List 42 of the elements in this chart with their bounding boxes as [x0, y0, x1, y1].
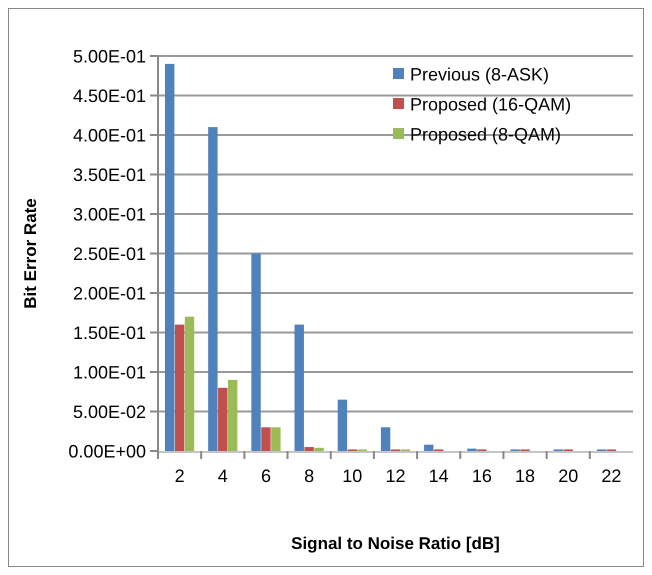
bar	[261, 427, 271, 451]
x-tick-label: 14	[428, 466, 449, 486]
y-tick-label: 2.00E-01	[72, 283, 146, 304]
y-tick-label: 4.00E-01	[72, 125, 146, 146]
y-tick-label: 3.50E-01	[72, 164, 146, 185]
bar	[228, 380, 238, 451]
y-tick-label: 4.50E-01	[72, 86, 146, 106]
x-tick-label: 16	[472, 466, 492, 486]
y-axis-title: Bit Error Rate	[21, 198, 40, 309]
bar	[304, 447, 314, 451]
x-tick-label: 18	[515, 466, 536, 486]
bar	[380, 427, 390, 451]
y-tick-label: 5.00E-02	[72, 402, 146, 422]
y-tick-label: 5.00E-01	[72, 46, 146, 66]
bar	[184, 316, 194, 451]
legend-label: Proposed (16-QAM)	[410, 94, 572, 114]
x-tick-label: 20	[558, 466, 578, 486]
y-tick-label: 1.00E-01	[72, 362, 146, 382]
bar	[271, 427, 281, 451]
x-tick-label: 8	[304, 466, 314, 486]
x-tick-label: 4	[218, 466, 228, 486]
y-tick-label: 3.00E-01	[72, 204, 146, 224]
bar	[251, 254, 261, 451]
bar	[208, 127, 218, 451]
bar	[424, 444, 434, 451]
bar	[164, 64, 174, 451]
legend-label: Proposed (8-QAM)	[410, 124, 562, 144]
y-tick-label: 2.50E-01	[72, 244, 146, 264]
x-tick-label: 6	[260, 466, 271, 486]
x-tick-label: 12	[385, 466, 406, 486]
y-tick-label: 0.00E+00	[68, 441, 146, 462]
x-axis-title: Signal to Noise Ratio [dB]	[291, 534, 500, 553]
bar	[218, 388, 228, 451]
legend-label: Previous (8-ASK)	[410, 64, 550, 84]
x-tick-label: 10	[342, 466, 362, 486]
x-tick-label: 2	[174, 466, 185, 486]
x-tick-label: 22	[601, 466, 622, 486]
bar	[338, 400, 348, 451]
bar	[294, 324, 304, 451]
y-tick-label: 1.50E-01	[72, 322, 146, 343]
bar	[174, 324, 184, 451]
bar	[314, 448, 324, 451]
